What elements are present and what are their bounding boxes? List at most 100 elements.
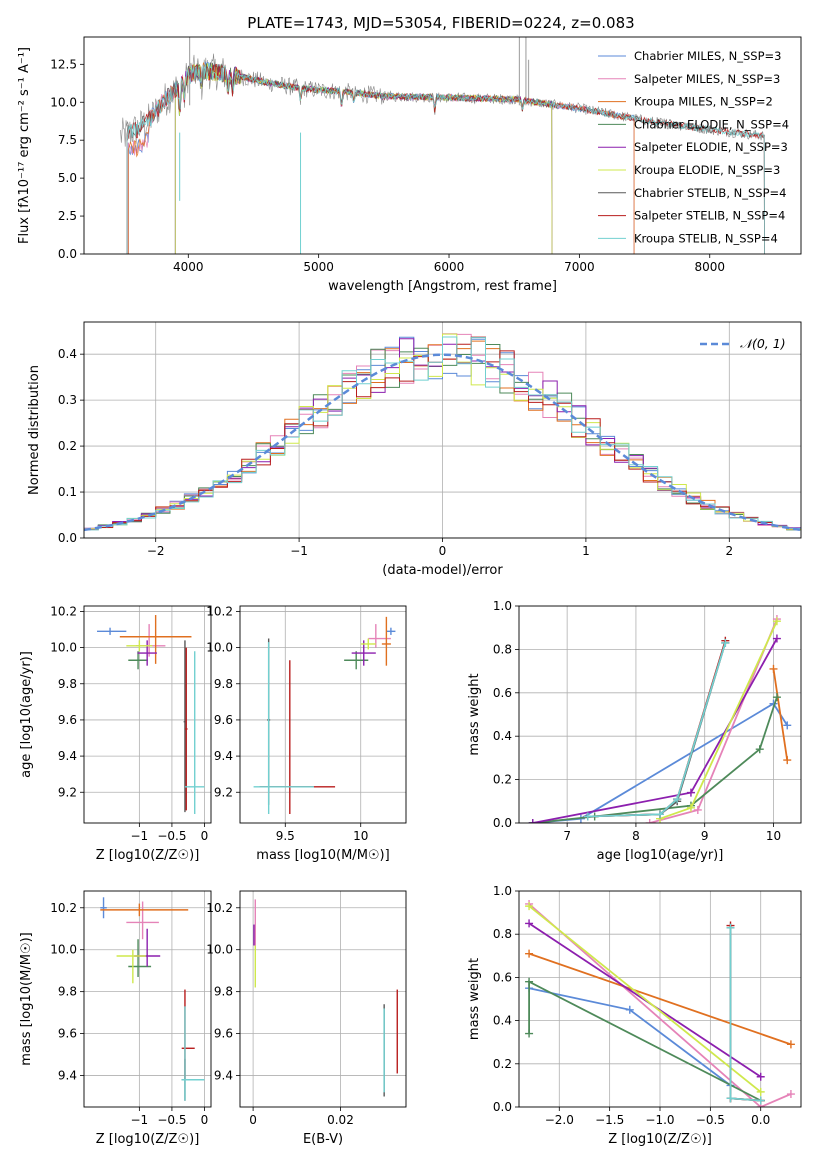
x-tick-label: 0 xyxy=(201,829,209,843)
series-line-chabrier-elodie xyxy=(532,696,778,823)
series-marker-salpeter-miles xyxy=(786,1090,795,1099)
point-salpeter-miles xyxy=(136,624,166,657)
x-tick-label: 0 xyxy=(249,1113,257,1127)
point-kroupa-stelib xyxy=(184,651,205,814)
model-spectrum-kroupa-stelib xyxy=(126,62,765,254)
x-axis-label: E(B-V) xyxy=(303,1132,343,1147)
gaussian-curve xyxy=(84,353,801,532)
point-chabrier-miles xyxy=(100,897,107,919)
y-tick-label: 9.8 xyxy=(214,677,233,691)
y-tick-label: 0.2 xyxy=(493,773,512,787)
series-marker-kroupa-elodie xyxy=(686,803,695,812)
y-axis-label: age [log10(age/yr)] xyxy=(19,651,34,778)
y-tick-label: 5.0 xyxy=(58,171,77,185)
axes-frame xyxy=(239,890,407,1108)
x-tick-label: 0.0 xyxy=(751,1113,770,1127)
x-axis-label: Z [log10(Z/Z☉)] xyxy=(608,1132,712,1147)
y-tick-label: 0.2 xyxy=(58,439,77,453)
series-line-salpeter-elodie xyxy=(532,638,778,823)
x-tick-label: 2 xyxy=(725,544,733,558)
axes-frame xyxy=(83,605,212,824)
series-marker-kroupa-elodie xyxy=(772,617,781,626)
y-axis-label: mass [log10(M/M☉)] xyxy=(19,932,34,1065)
y-axis-label: mass weight xyxy=(467,673,482,755)
plot-area xyxy=(84,322,801,538)
x-tick-label: 10 xyxy=(353,829,368,843)
series-marker-kroupa-miles xyxy=(783,756,792,765)
axes-frame xyxy=(518,890,802,1108)
x-axis-label: age [log10(age/yr)] xyxy=(597,848,724,863)
y-tick-label: 10.0 xyxy=(206,943,233,957)
legend-label-kroupa-stelib: Kroupa STELIB, N_SSP=4 xyxy=(634,231,778,245)
panel-7: 0 0.02 9.4 9.6 9.8 10.0 10.2 E(B-V) xyxy=(206,890,407,1147)
y-tick-label: 1.0 xyxy=(493,599,512,613)
series-marker-kroupa-stelib xyxy=(656,810,664,819)
series-marker-salpeter-elodie xyxy=(756,1072,765,1081)
y-axis-label: Normed distribution xyxy=(27,365,42,495)
x-axis-label: mass [log10(M/M☉)] xyxy=(256,848,389,863)
plot-area xyxy=(84,891,211,1107)
axes-frame xyxy=(518,605,802,824)
x-tick-label: 1 xyxy=(582,544,590,558)
y-tick-label: 10.0 xyxy=(50,943,77,957)
y-tick-label: 7.5 xyxy=(58,133,77,147)
model-spectrum-chabrier-stelib xyxy=(126,62,765,254)
y-tick-label: 9.2 xyxy=(214,785,233,799)
x-axis-label: wavelength [Angstrom, rest frame] xyxy=(328,279,557,294)
y-tick-label: 0.8 xyxy=(493,642,512,656)
figure-title: PLATE=1743, MJD=53054, FIBERID=0224, z=0… xyxy=(247,14,634,32)
y-tick-label: 0.4 xyxy=(493,729,512,743)
y-tick-label: 0.4 xyxy=(58,347,77,361)
y-tick-label: 10.0 xyxy=(206,641,233,655)
series-marker-kroupa-stelib xyxy=(726,1094,735,1103)
y-tick-label: 0.1 xyxy=(58,485,77,499)
x-tick-label: 10 xyxy=(766,829,781,843)
panel-8: −2.0 −1.5 −1.0 −0.5 0.0 0.0 0.2 0.4 0.6 0.8 1.0 Z [… xyxy=(467,884,802,1147)
series-line-chabrier-miles xyxy=(532,702,788,823)
plot-area xyxy=(519,606,801,823)
y-tick-label: 9.8 xyxy=(58,677,77,691)
y-tick-label: 10.2 xyxy=(206,604,233,618)
x-tick-label: 9.5 xyxy=(276,829,295,843)
y-tick-label: 9.6 xyxy=(58,713,77,727)
legend-label-salpeter-elodie: Salpeter ELODIE, N_SSP=3 xyxy=(634,140,788,154)
legend-label-salpeter-stelib: Salpeter STELIB, N_SSP=4 xyxy=(634,209,785,223)
model-spectrum-salpeter-stelib xyxy=(126,63,765,254)
series-marker-kroupa-miles xyxy=(786,1040,795,1049)
point-salpeter-stelib xyxy=(181,989,195,1080)
panel-2: −2 −1 0 1 2 0.0 0.1 0.2 0.3 0.4 (data-model)/error… xyxy=(27,321,802,578)
plot-area xyxy=(519,891,801,1107)
series-marker-kroupa-elodie xyxy=(525,902,534,911)
panel-4: 9.5 10 9.2 9.4 9.6 9.8 10.0 10.2 mass [log10(M/M… xyxy=(206,604,407,863)
x-axis-label: Z [log10(Z/Z☉)] xyxy=(96,848,200,863)
x-tick-label: −1 xyxy=(131,829,149,843)
series-marker-kroupa-stelib xyxy=(673,795,682,804)
y-tick-label: 10.0 xyxy=(50,95,77,109)
series-line-kroupa-elodie xyxy=(528,905,762,1093)
y-tick-label: 9.2 xyxy=(58,785,77,799)
y-tick-label: 10.2 xyxy=(50,604,77,618)
series-marker-salpeter-elodie xyxy=(686,788,695,797)
y-tick-label: 10.2 xyxy=(50,901,77,915)
point-chabrier-miles xyxy=(97,627,127,635)
y-tick-label: 12.5 xyxy=(50,57,77,71)
legend-label-chabrier-elodie: Chabrier ELODIE, N_SSP=4 xyxy=(634,117,789,131)
point-chabrier-elodie xyxy=(128,651,148,670)
series-marker-kroupa-miles xyxy=(525,949,534,958)
y-tick-label: 10.2 xyxy=(206,901,233,915)
plot-area xyxy=(240,606,406,823)
x-tick-label: −1 xyxy=(290,544,308,558)
x-tick-label: 8000 xyxy=(694,260,725,274)
y-tick-label: 0.4 xyxy=(493,1014,512,1028)
point-kroupa-miles xyxy=(119,615,192,664)
series-line-salpeter-miles xyxy=(528,903,792,1107)
axes-frame xyxy=(239,605,407,824)
series-marker-kroupa-stelib xyxy=(756,1096,765,1105)
series-marker-salpeter-elodie xyxy=(525,919,534,928)
series-marker-chabrier-elodie xyxy=(525,977,534,986)
plot-area xyxy=(84,606,211,823)
y-tick-label: 0.0 xyxy=(493,816,512,830)
series-line-kroupa-elodie xyxy=(659,620,778,820)
point-kroupa-elodie xyxy=(360,638,376,650)
